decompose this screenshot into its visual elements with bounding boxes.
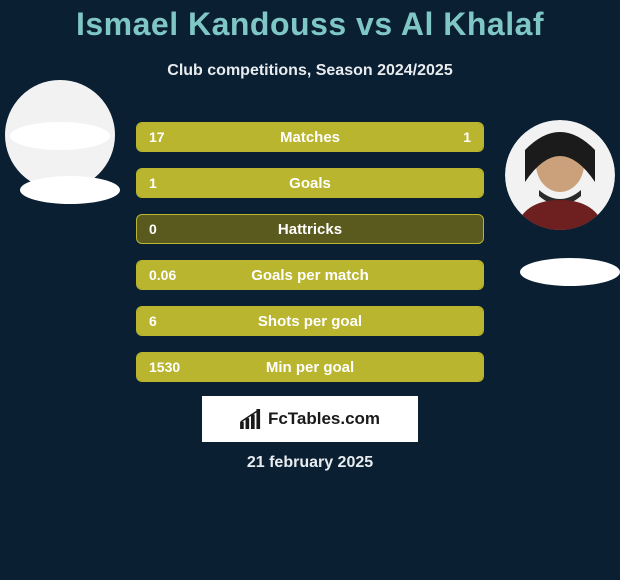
stat-label: Shots per goal: [137, 307, 483, 335]
stat-row: Goals1: [136, 168, 484, 198]
stat-value-left: 6: [149, 307, 157, 335]
flag-left-country: [20, 176, 120, 204]
comparison-canvas: Ismael Kandouss vs Al Khalaf Club compet…: [0, 0, 620, 580]
stat-label: Goals per match: [137, 261, 483, 289]
stat-row: Hattricks0: [136, 214, 484, 244]
stat-value-left: 1: [149, 169, 157, 197]
brand-text: FcTables.com: [268, 409, 380, 429]
stat-label: Goals: [137, 169, 483, 197]
stat-value-left: 17: [149, 123, 165, 151]
stat-row: Shots per goal6: [136, 306, 484, 336]
stat-value-left: 0: [149, 215, 157, 243]
stat-label: Min per goal: [137, 353, 483, 381]
stat-label: Hattricks: [137, 215, 483, 243]
page-title: Ismael Kandouss vs Al Khalaf: [0, 6, 620, 43]
brand-badge: FcTables.com: [202, 396, 418, 442]
flag-left-club: [10, 122, 110, 150]
stats-bars: Matches171Goals1Hattricks0Goals per matc…: [136, 122, 484, 398]
stat-value-left: 1530: [149, 353, 180, 381]
stat-row: Min per goal1530: [136, 352, 484, 382]
stat-value-right: 1: [463, 123, 471, 151]
stat-label: Matches: [137, 123, 483, 151]
date-text: 21 february 2025: [0, 454, 620, 472]
stat-value-left: 0.06: [149, 261, 176, 289]
stat-row: Matches17 1: [136, 122, 484, 152]
flag-right-country: [520, 258, 620, 286]
brand-logo-icon: [240, 409, 262, 429]
avatar-right-image: [505, 120, 615, 230]
stat-row: Goals per match0.06: [136, 260, 484, 290]
avatar-right: [505, 120, 615, 230]
page-subtitle: Club competitions, Season 2024/2025: [0, 62, 620, 80]
